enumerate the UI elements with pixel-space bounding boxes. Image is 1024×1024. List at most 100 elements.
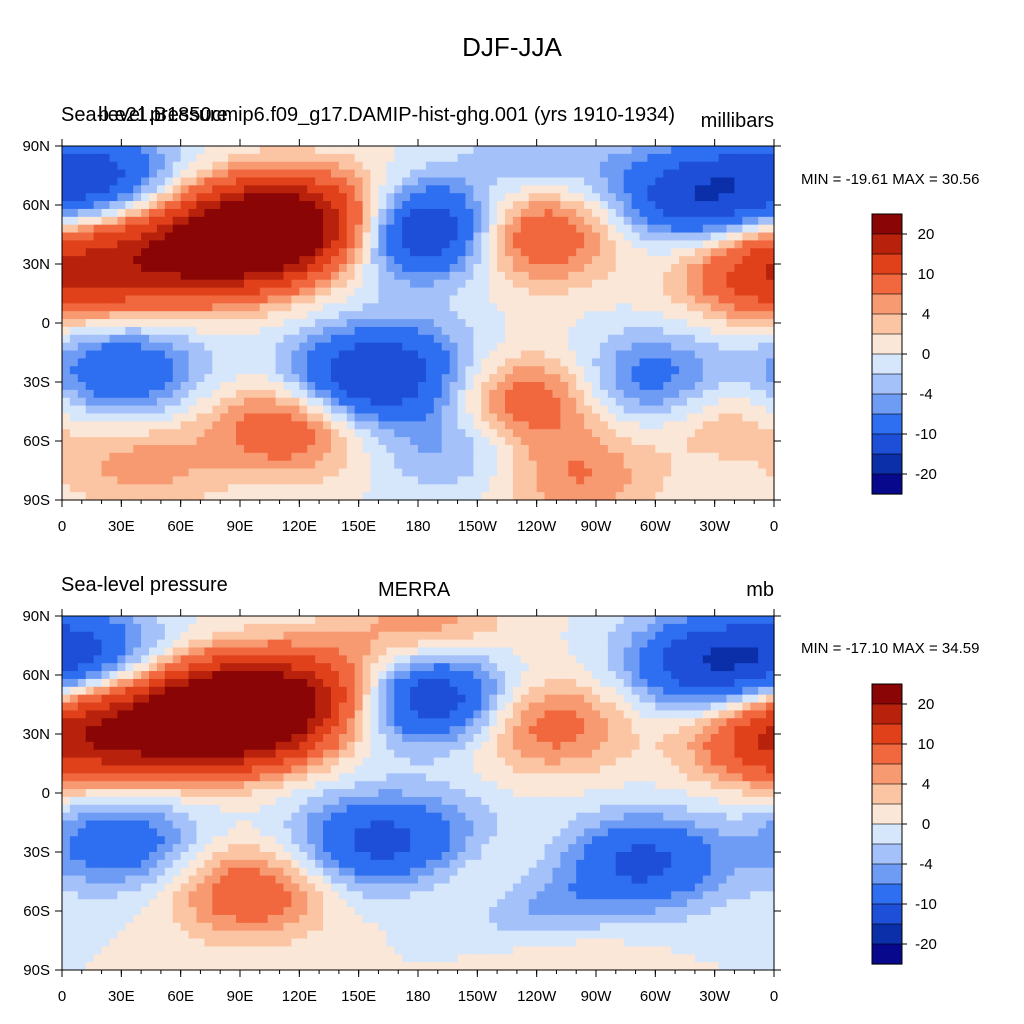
field-cell xyxy=(141,153,150,163)
field-cell xyxy=(172,397,182,407)
field-cell xyxy=(742,405,751,415)
field-cell xyxy=(141,358,150,367)
field-cell xyxy=(172,444,182,454)
field-cell xyxy=(718,389,728,399)
field-cell xyxy=(718,279,728,289)
field-cell xyxy=(378,224,387,234)
field-cell xyxy=(330,311,340,320)
field-cell xyxy=(576,421,585,430)
field-cell xyxy=(93,484,103,493)
field-cell xyxy=(307,146,316,155)
field-cell xyxy=(536,303,546,312)
field-cell xyxy=(141,389,150,399)
field-cell xyxy=(536,146,546,155)
field-cell xyxy=(607,342,617,352)
field-cell xyxy=(599,358,609,367)
field-cell xyxy=(236,492,245,501)
field-cell xyxy=(125,224,134,234)
field-cell xyxy=(418,444,427,454)
field-cell xyxy=(607,358,617,367)
field-cell xyxy=(544,169,554,179)
field-cell xyxy=(370,358,380,367)
field-cell xyxy=(394,468,403,477)
field-cell xyxy=(125,476,134,485)
field-cell xyxy=(228,256,237,265)
field-cell xyxy=(354,437,364,446)
field-cell xyxy=(505,287,514,297)
field-cell xyxy=(172,429,182,438)
field-cell xyxy=(196,413,205,422)
field-cell xyxy=(386,389,395,399)
field-cell xyxy=(156,718,166,727)
field-cell xyxy=(338,279,348,289)
field-cell xyxy=(259,444,269,454)
field-cell xyxy=(378,303,387,312)
field-cell xyxy=(315,287,324,297)
field-cell xyxy=(457,374,467,383)
field-cell xyxy=(433,468,443,477)
field-cell xyxy=(299,366,308,375)
field-cell xyxy=(149,946,158,955)
field-cell xyxy=(85,930,95,940)
field-cell xyxy=(758,177,767,186)
field-cell xyxy=(663,476,672,485)
field-cell xyxy=(156,224,166,234)
field-cell xyxy=(315,216,324,226)
field-cell xyxy=(164,413,174,422)
field-cell xyxy=(109,891,118,900)
field-cell xyxy=(188,185,198,194)
field-cell xyxy=(188,702,198,711)
field-cell xyxy=(267,374,277,383)
field-cell xyxy=(473,389,482,399)
field-cell xyxy=(489,350,498,359)
field-cell xyxy=(441,374,451,383)
field-cell xyxy=(457,287,467,297)
field-cell xyxy=(299,342,308,352)
field-cell xyxy=(560,311,569,320)
field-cell xyxy=(425,295,435,304)
field-cell xyxy=(631,476,641,485)
field-cell xyxy=(568,468,577,477)
field-cell xyxy=(141,216,150,226)
field-cell xyxy=(465,342,474,352)
field-cell xyxy=(196,256,205,265)
field-cell xyxy=(465,326,474,336)
field-cell xyxy=(101,397,111,407)
field-cell xyxy=(149,342,158,352)
field-cell xyxy=(425,232,435,241)
field-cell xyxy=(330,476,340,485)
field-cell xyxy=(465,287,474,297)
field-cell xyxy=(576,413,585,422)
field-cell xyxy=(679,358,688,367)
colorbar-swatch xyxy=(871,213,903,235)
field-cell xyxy=(694,169,704,179)
field-cell xyxy=(592,452,601,462)
field-cell xyxy=(639,169,649,179)
field-cell xyxy=(402,161,411,171)
field-cell xyxy=(180,153,190,163)
field-cell xyxy=(275,287,285,297)
field-cell xyxy=(702,358,712,367)
field-cell xyxy=(156,844,166,853)
field-cell xyxy=(149,177,158,186)
field-cell xyxy=(77,382,87,391)
x-tick-label: 90E xyxy=(227,518,254,535)
field-cell xyxy=(718,161,728,171)
field-cell xyxy=(299,279,308,289)
field-cell xyxy=(742,382,751,391)
field-cell xyxy=(623,264,633,273)
field-cell xyxy=(631,492,641,501)
field-cell xyxy=(726,342,736,352)
field-cell xyxy=(433,484,443,493)
field-cell xyxy=(338,460,348,470)
field-cell xyxy=(323,264,332,273)
field-cell xyxy=(196,741,205,751)
field-cell xyxy=(481,484,490,493)
field-cell xyxy=(125,208,134,218)
field-cell xyxy=(236,437,245,446)
field-cell xyxy=(694,405,704,415)
field-cell xyxy=(370,397,380,407)
field-cell xyxy=(149,185,158,194)
field-cell xyxy=(93,311,103,320)
field-cell xyxy=(497,366,506,375)
